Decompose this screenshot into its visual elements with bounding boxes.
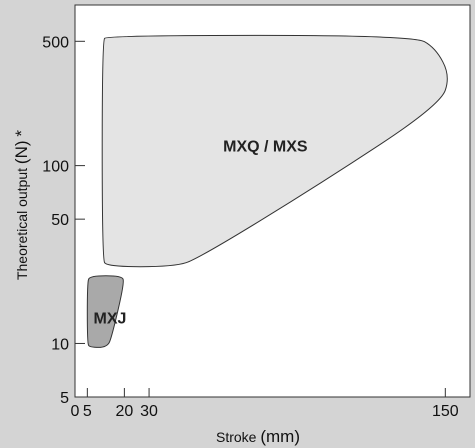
x-tick-label-30: 30 [140, 403, 158, 420]
x-tick-label-5: 5 [83, 403, 92, 420]
x-tick-label-20: 20 [115, 403, 133, 420]
x-tick-label-150: 150 [432, 403, 459, 420]
region-mxj [86, 275, 124, 348]
y-tick-label-50: 50 [51, 212, 69, 229]
x-axis-label: Stroke (mm) [216, 427, 300, 446]
y-tick-label-100: 100 [42, 159, 69, 176]
y-tick-label-10: 10 [51, 336, 69, 353]
y-axis-ticks: 5 10 50 100 500 [42, 34, 85, 407]
x-axis-ticks: 0 5 20 30 150 [71, 388, 459, 420]
y-axis-label: Theoretical output (N) * [12, 130, 31, 280]
region-label-mxj: MXJ [94, 310, 127, 327]
regions [86, 34, 448, 348]
x-tick-label-0: 0 [71, 403, 80, 420]
region-mxq-mxs [101, 34, 448, 268]
region-labels: MXJ MXQ / MXS [94, 138, 308, 327]
y-tick-label-5: 5 [60, 390, 69, 407]
y-tick-label-500: 500 [42, 34, 69, 51]
region-label-mxq-mxs: MXQ / MXS [223, 138, 308, 155]
